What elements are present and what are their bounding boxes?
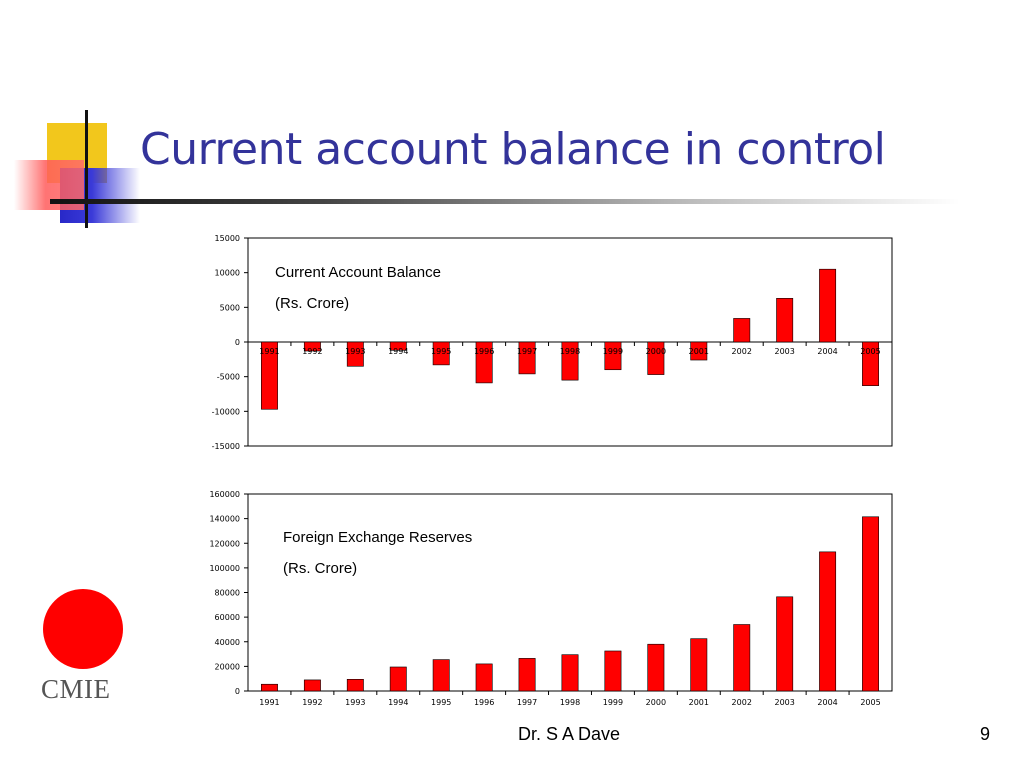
x-tick-label: 1996 <box>474 698 494 707</box>
bar-1992 <box>303 679 321 692</box>
y-tick-label: 5000 <box>220 303 240 312</box>
bar-2004 <box>819 268 837 343</box>
x-tick-label: 1991 <box>259 698 279 707</box>
x-tick-label: 1998 <box>560 347 580 356</box>
bar-2000 <box>647 643 665 692</box>
x-tick-label: 1991 <box>259 347 279 356</box>
x-tick-label: 2000 <box>646 347 666 356</box>
y-tick-label: 140000 <box>209 515 240 524</box>
bar-1995 <box>432 659 450 692</box>
bar-1999 <box>604 650 622 692</box>
chart-annotation-title: Foreign Exchange Reserves <box>283 529 472 546</box>
bar-1997 <box>518 658 536 692</box>
bar-1993 <box>346 341 364 367</box>
title-underline <box>50 199 960 204</box>
y-tick-label: 80000 <box>215 589 240 598</box>
x-tick-label: 2003 <box>774 347 794 356</box>
x-tick-label: 2000 <box>646 698 666 707</box>
bar-2004 <box>819 551 837 692</box>
chart-annotation-title: Current Account Balance <box>275 264 441 281</box>
bar-1992 <box>303 341 321 352</box>
decor-vertical-line <box>85 110 88 228</box>
x-tick-label: 2003 <box>774 698 794 707</box>
x-tick-label: 2002 <box>732 698 752 707</box>
bar-2001 <box>690 341 708 361</box>
x-tick-label: 2005 <box>860 347 880 356</box>
y-tick-label: 0 <box>235 687 240 696</box>
bar-1996 <box>475 663 493 692</box>
bar-2002 <box>733 318 751 343</box>
bar-1996 <box>475 341 493 384</box>
y-tick-label: 100000 <box>209 564 240 573</box>
y-tick-label: 160000 <box>209 490 240 499</box>
x-tick-label: 1995 <box>431 347 451 356</box>
y-tick-label: 10000 <box>215 269 240 278</box>
bar-2001 <box>690 638 708 692</box>
y-tick-label: 40000 <box>215 638 240 647</box>
bar-1994 <box>389 341 407 351</box>
bar-1999 <box>604 341 622 371</box>
bar-2003 <box>776 298 794 343</box>
y-tick-label: 60000 <box>215 613 240 622</box>
bar-1998 <box>561 341 579 381</box>
bar-2000 <box>647 341 665 375</box>
bar-1995 <box>432 341 450 366</box>
x-tick-label: 2005 <box>860 698 880 707</box>
chart-annotation-unit: (Rs. Crore) <box>283 560 357 577</box>
x-tick-label: 1999 <box>603 698 623 707</box>
y-tick-label: -15000 <box>212 442 240 451</box>
forex-reserves-chart: 0 20000 40000 60000 80000 100000 120000 140000 1… <box>209 490 893 707</box>
chart-annotation-unit: (Rs. Crore) <box>275 295 349 312</box>
x-tick-label: 2004 <box>817 347 837 356</box>
current-account-chart: -15000 -10000 -5000 0 5000 10000 15000 1991 1992… <box>212 234 893 451</box>
y-tick-label: 120000 <box>209 539 240 548</box>
bar-1991 <box>261 683 278 692</box>
footer-author: Dr. S A Dave <box>518 724 621 744</box>
y-tick-label: 0 <box>235 338 240 347</box>
x-tick-label: 2002 <box>732 347 752 356</box>
x-tick-label: 1992 <box>302 347 322 356</box>
bar-2005 <box>862 516 879 692</box>
x-tick-label: 1993 <box>345 698 365 707</box>
x-tick-label: 1997 <box>517 347 537 356</box>
bar-1997 <box>518 341 536 375</box>
x-tick-label: 1996 <box>474 347 494 356</box>
x-tick-label: 1995 <box>431 698 451 707</box>
y-tick-label: -10000 <box>212 407 240 416</box>
x-tick-label: 1994 <box>388 698 408 707</box>
x-tick-label: 1993 <box>345 347 365 356</box>
page-number: 9 <box>980 724 991 744</box>
y-tick-label: 15000 <box>215 234 240 243</box>
slide-title: Current account balance in control <box>140 124 886 175</box>
x-tick-label: 1997 <box>517 698 537 707</box>
x-tick-label: 2001 <box>689 347 709 356</box>
x-tick-label: 1994 <box>388 347 408 356</box>
bar-1991 <box>261 341 278 410</box>
x-tick-label: 2004 <box>817 698 837 707</box>
bar-1994 <box>389 666 407 692</box>
x-tick-label: 1998 <box>560 698 580 707</box>
bar-2002 <box>733 624 751 692</box>
bar-2003 <box>776 596 794 692</box>
y-tick-label: 20000 <box>215 662 240 671</box>
bar-1993 <box>346 679 364 692</box>
cmie-logo-circle <box>43 589 123 669</box>
x-tick-label: 2001 <box>689 698 709 707</box>
bar-2005 <box>862 341 879 386</box>
bar-1998 <box>561 654 579 692</box>
x-tick-label: 1999 <box>603 347 623 356</box>
y-tick-label: -5000 <box>217 373 240 382</box>
x-tick-label: 1992 <box>302 698 322 707</box>
cmie-logo-text: CMIE <box>41 674 111 704</box>
